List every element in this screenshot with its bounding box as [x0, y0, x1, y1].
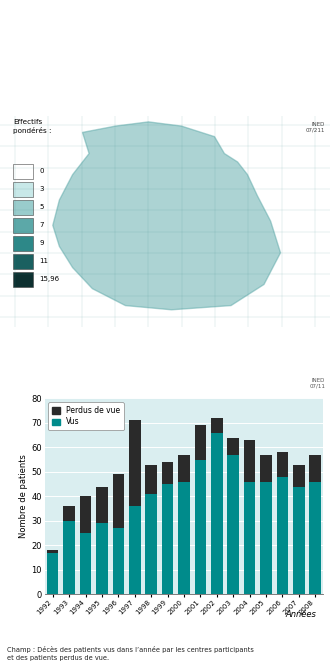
Bar	[47, 552, 58, 594]
Bar	[277, 477, 288, 594]
Text: évolution depuis 1992: évolution depuis 1992	[112, 355, 218, 365]
Bar	[260, 481, 272, 594]
Y-axis label: Nombre de patients: Nombre de patients	[19, 454, 28, 539]
Polygon shape	[53, 122, 280, 310]
Bar	[227, 438, 239, 455]
Bar	[244, 440, 255, 481]
Text: 3: 3	[40, 187, 44, 193]
Text: Effectifs
pondérés :: Effectifs pondérés :	[13, 119, 52, 133]
Bar	[113, 474, 124, 528]
Bar	[293, 487, 305, 594]
Bar	[310, 481, 321, 594]
Bar	[13, 218, 33, 232]
Bar	[13, 200, 33, 214]
Bar	[13, 182, 33, 197]
Bar	[96, 523, 108, 594]
Bar	[13, 272, 33, 287]
Bar	[244, 481, 255, 594]
Bar	[13, 236, 33, 251]
Bar	[178, 455, 190, 481]
Text: INED
07/11: INED 07/11	[309, 378, 325, 389]
Bar	[310, 455, 321, 481]
Text: INED
07/211: INED 07/211	[306, 122, 325, 133]
Bar	[293, 465, 305, 487]
Bar	[80, 533, 91, 594]
Text: Figure 3 – Nombre de décès dans l’année :: Figure 3 – Nombre de décès dans l’année …	[63, 338, 267, 347]
Bar	[260, 455, 272, 481]
Bar	[162, 484, 173, 594]
Text: 5: 5	[40, 205, 44, 210]
Bar	[129, 420, 141, 506]
Text: 9: 9	[40, 240, 44, 246]
Bar	[63, 521, 75, 594]
Bar	[47, 550, 58, 552]
Bar	[146, 465, 157, 494]
Text: Champ : Décès des patients vus dans l’année par les centres participants
et des : Champ : Décès des patients vus dans l’an…	[7, 646, 253, 661]
Bar	[13, 254, 33, 269]
Bar	[80, 497, 91, 533]
Bar	[211, 433, 222, 594]
Text: 0: 0	[40, 169, 44, 175]
Text: Carte 2 – Registre Muco 2008.: Carte 2 – Registre Muco 2008.	[83, 69, 247, 79]
Bar	[277, 452, 288, 477]
Bar	[162, 462, 173, 484]
Bar	[96, 487, 108, 523]
Text: (nombre de patients pour 100 000 habitants): (nombre de patients pour 100 000 habitan…	[50, 101, 280, 110]
Text: Prévalence de la mucoviscidose par département: Prévalence de la mucoviscidose par dépar…	[33, 84, 297, 94]
Bar	[211, 418, 222, 433]
Text: 7: 7	[40, 222, 44, 228]
Bar	[129, 506, 141, 594]
Bar	[146, 494, 157, 594]
Bar	[178, 481, 190, 594]
Bar	[195, 426, 206, 459]
Bar	[13, 164, 33, 179]
Text: 11: 11	[40, 258, 49, 264]
Bar	[63, 506, 75, 521]
Bar	[113, 528, 124, 594]
Text: 15,96: 15,96	[40, 276, 60, 282]
Text: Années: Années	[286, 610, 317, 619]
Bar	[195, 459, 206, 594]
Legend: Perdus de vue, Vus: Perdus de vue, Vus	[49, 402, 124, 430]
Bar	[227, 455, 239, 594]
